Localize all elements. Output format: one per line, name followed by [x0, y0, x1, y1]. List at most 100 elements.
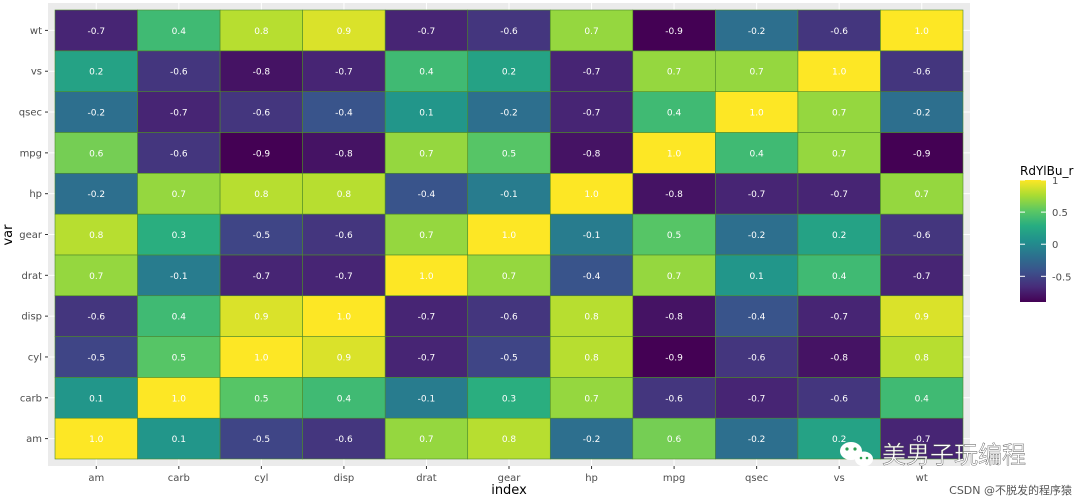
heatmap-cell — [797, 132, 881, 174]
y-tick-label: disp — [21, 312, 42, 323]
heatmap-cell — [715, 132, 799, 174]
cell-value-label: -0.6 — [335, 231, 353, 241]
cell-value-label: 0.5 — [502, 149, 516, 159]
heatmap-cell — [137, 213, 221, 256]
legend-ticks: 1 0.5 0 -0.5 — [1020, 176, 1072, 283]
cell-value-label: -0.7 — [830, 190, 848, 200]
heatmap-cell — [54, 91, 138, 133]
heatmap-cell — [467, 91, 551, 133]
cell-value-label: 0.5 — [172, 353, 186, 363]
heatmap-cell — [797, 295, 881, 337]
cell-value-label: -0.6 — [335, 435, 353, 445]
heatmap-cell — [137, 417, 221, 460]
cell-value-label: -0.2 — [748, 435, 766, 445]
wechat-icon — [840, 442, 873, 467]
cell-value-label: -0.6 — [913, 231, 931, 241]
cell-value-label: 0.1 — [172, 435, 186, 445]
cell-value-label: -0.7 — [583, 109, 601, 119]
legend-colorbar — [1020, 180, 1046, 302]
cell-value-label: 0.8 — [254, 190, 269, 200]
heatmap-cell — [632, 213, 716, 256]
cell-value-label: -0.8 — [583, 149, 601, 159]
heatmap-cell — [797, 213, 881, 256]
heatmap-cell — [384, 172, 469, 215]
heatmap-cell — [302, 172, 386, 215]
cell-value-label: 0.7 — [749, 68, 763, 78]
cell-value-label: -0.7 — [335, 68, 353, 78]
legend-tick-label: 1 — [1052, 176, 1058, 187]
heatmap-cell — [384, 50, 469, 92]
x-tick-label: qsec — [745, 473, 768, 484]
heatmap-cell — [880, 50, 964, 92]
heatmap-cell — [384, 417, 469, 460]
heatmap-cell — [302, 417, 386, 460]
heatmap-cell — [302, 336, 386, 378]
heatmap-cell — [632, 50, 716, 92]
cell-value-label: -0.7 — [335, 272, 353, 282]
x-axis: am carb cyl disp drat gear hp mpg qsec vs wt — [88, 466, 928, 484]
cell-value-label: -0.6 — [500, 27, 518, 37]
heatmap-cell — [219, 377, 303, 419]
heatmap-cell — [797, 172, 881, 215]
cell-value-label: -0.9 — [665, 353, 683, 363]
cell-value-label: 0.7 — [419, 435, 433, 445]
heatmap-cell — [219, 417, 303, 460]
x-tick-label: carb — [168, 473, 190, 484]
cell-value-label: 0.7 — [584, 27, 598, 37]
heatmap-cell — [632, 132, 716, 174]
legend-tick-label: -0.5 — [1052, 272, 1072, 283]
cell-value-label: -0.7 — [418, 353, 436, 363]
heatmap-cell — [880, 377, 964, 419]
x-tick-label: wt — [916, 473, 928, 484]
y-tick-label: am — [26, 434, 42, 445]
cell-value-label: -0.8 — [335, 149, 353, 159]
heatmap-cell — [880, 91, 964, 133]
legend-title: RdYlBu_r — [1020, 164, 1073, 178]
cell-value-label: -0.2 — [748, 27, 766, 37]
x-tick-label: mpg — [663, 473, 685, 484]
x-tick-label: vs — [834, 473, 845, 484]
cell-value-label: 1.0 — [915, 27, 930, 37]
cell-value-label: 0.7 — [832, 149, 846, 159]
cell-value-label: -0.8 — [665, 313, 683, 323]
cell-value-label: -0.7 — [830, 313, 848, 323]
heatmap-cell — [137, 295, 221, 337]
heatmap-cell — [880, 417, 964, 460]
heatmap-cell — [219, 213, 303, 256]
cell-value-label: 0.4 — [667, 109, 682, 119]
heatmap-cell — [384, 91, 469, 133]
heatmap-cell — [384, 336, 469, 378]
heatmap-cell — [219, 172, 303, 215]
heatmap-cell — [549, 417, 634, 460]
legend: RdYlBu_r 1 0.5 0 -0.5 — [1020, 164, 1073, 302]
heatmap-cell — [302, 132, 386, 174]
heatmap-cell — [384, 377, 469, 419]
heatmap-cell — [467, 295, 551, 337]
cell-value-label: -0.7 — [170, 109, 188, 119]
cell-value-label: -0.6 — [665, 394, 683, 404]
heatmap-cell — [384, 9, 469, 52]
heatmap-cell — [219, 254, 303, 297]
heatmap-cell — [632, 377, 716, 419]
cell-value-label: 0.4 — [419, 68, 434, 78]
cell-value-label: -0.6 — [170, 68, 188, 78]
x-tick-label: hp — [585, 473, 598, 484]
cell-value-label: 1.0 — [254, 353, 269, 363]
cell-value-label: 0.7 — [502, 272, 516, 282]
cell-value-label: -0.7 — [913, 272, 931, 282]
y-tick-label: gear — [19, 230, 43, 241]
cell-value-label: 0.2 — [89, 68, 103, 78]
heatmap-cell — [137, 91, 221, 133]
cell-value-label: -0.2 — [87, 190, 105, 200]
heatmap-cell — [137, 9, 221, 52]
cell-value-label: -0.8 — [665, 190, 683, 200]
heatmap-cell — [467, 254, 551, 297]
y-tick-label: carb — [20, 393, 42, 404]
cell-value-label: 0.9 — [337, 27, 352, 37]
heatmap-cell — [302, 50, 386, 92]
cell-value-label: 0.8 — [254, 27, 269, 37]
cell-value-label: -0.2 — [87, 109, 105, 119]
cell-value-label: -0.9 — [913, 149, 931, 159]
y-tick-label: cyl — [28, 352, 42, 363]
heatmap-cell — [632, 417, 716, 460]
